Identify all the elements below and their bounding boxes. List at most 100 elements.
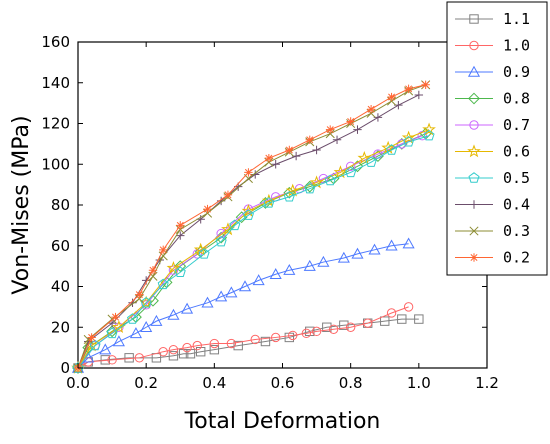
data-point — [397, 314, 407, 324]
data-point — [198, 248, 210, 259]
legend-label: 0.8 — [503, 90, 530, 108]
series-0.2 — [73, 80, 430, 373]
data-point — [223, 190, 233, 200]
data-point — [193, 242, 208, 256]
data-point — [365, 156, 377, 167]
data-point — [269, 268, 282, 279]
data-point — [311, 326, 322, 337]
data-point — [241, 203, 256, 217]
legend-marker — [467, 144, 481, 158]
x-axis-title: Total Deformation — [184, 409, 381, 434]
data-point — [260, 336, 271, 347]
y-tick-label: 100 — [41, 155, 70, 173]
data-point — [159, 245, 168, 255]
series-0.5 — [72, 129, 435, 373]
data-point — [87, 333, 96, 342]
data-point — [305, 135, 314, 144]
data-point — [107, 355, 117, 365]
data-point — [353, 125, 362, 134]
legend-label: 0.7 — [503, 116, 530, 134]
data-point — [333, 165, 348, 179]
series-line — [77, 243, 409, 369]
legend-item: 0.5 — [455, 169, 530, 187]
y-tick-label: 40 — [51, 278, 70, 296]
legend-box — [446, 1, 548, 276]
series-line — [77, 135, 430, 369]
data-point — [339, 320, 349, 330]
data-point — [233, 340, 243, 351]
data-point — [417, 131, 427, 141]
legend-marker — [469, 14, 479, 24]
legend-label: 0.2 — [503, 249, 530, 267]
data-point — [386, 308, 397, 318]
data-point — [158, 347, 168, 357]
y-tick-label: 80 — [51, 196, 70, 214]
data-point — [324, 174, 336, 186]
data-point — [174, 260, 187, 273]
data-point — [312, 145, 321, 155]
data-point — [167, 308, 180, 320]
data-point — [221, 222, 235, 236]
y-axis-title: Von-Mises (MPa) — [9, 115, 34, 294]
data-point — [106, 327, 118, 339]
data-point — [112, 335, 125, 347]
data-point — [201, 296, 214, 308]
data-point — [372, 150, 384, 163]
data-point — [301, 328, 312, 339]
data-point — [326, 125, 335, 134]
data-point — [303, 259, 316, 271]
legend-marker — [469, 40, 479, 51]
data-point — [176, 231, 185, 240]
legend-label: 0.9 — [503, 63, 530, 81]
data-point — [99, 343, 112, 355]
data-point — [304, 182, 316, 194]
data-point — [182, 342, 192, 353]
data-point — [322, 322, 332, 332]
series-0.9 — [71, 237, 415, 373]
legend-item: 0.8 — [455, 90, 530, 108]
series-line — [77, 129, 430, 369]
x-tick-label: 0.4 — [202, 374, 226, 392]
data-point — [181, 302, 194, 314]
y-tick-label: 140 — [41, 74, 70, 92]
legend-marker — [467, 65, 481, 77]
data-point — [209, 338, 220, 349]
series-line — [77, 84, 426, 369]
legend-label: 0.3 — [503, 222, 530, 240]
data-point — [263, 197, 275, 208]
data-point — [111, 312, 120, 322]
data-point — [337, 251, 350, 263]
data-point — [285, 183, 300, 197]
legend-item: 1.1 — [455, 10, 530, 28]
data-point — [135, 290, 144, 299]
data-point — [229, 219, 241, 231]
legend-label: 0.5 — [503, 169, 530, 187]
data-point — [192, 340, 202, 351]
data-point — [423, 129, 435, 141]
data-point — [351, 247, 364, 259]
series-layer — [71, 80, 436, 374]
legend-item: 1.0 — [455, 37, 530, 55]
data-point — [345, 166, 357, 178]
data-point — [129, 327, 142, 339]
data-point — [271, 160, 280, 169]
data-point — [140, 321, 153, 332]
data-point — [357, 150, 372, 164]
x-tick-label: 0.8 — [339, 374, 363, 392]
x-tick-label: 1.2 — [475, 374, 499, 392]
data-point — [270, 332, 281, 343]
y-tick-label: 20 — [51, 318, 70, 336]
data-point — [283, 263, 296, 275]
data-point — [89, 339, 101, 351]
legend-marker — [468, 92, 480, 105]
data-point — [168, 265, 179, 275]
data-point — [127, 313, 139, 324]
legend-marker — [469, 200, 479, 209]
data-point — [345, 161, 356, 171]
data-point — [318, 173, 329, 184]
data-point — [403, 302, 414, 312]
data-point — [363, 318, 373, 328]
data-point — [264, 153, 274, 163]
